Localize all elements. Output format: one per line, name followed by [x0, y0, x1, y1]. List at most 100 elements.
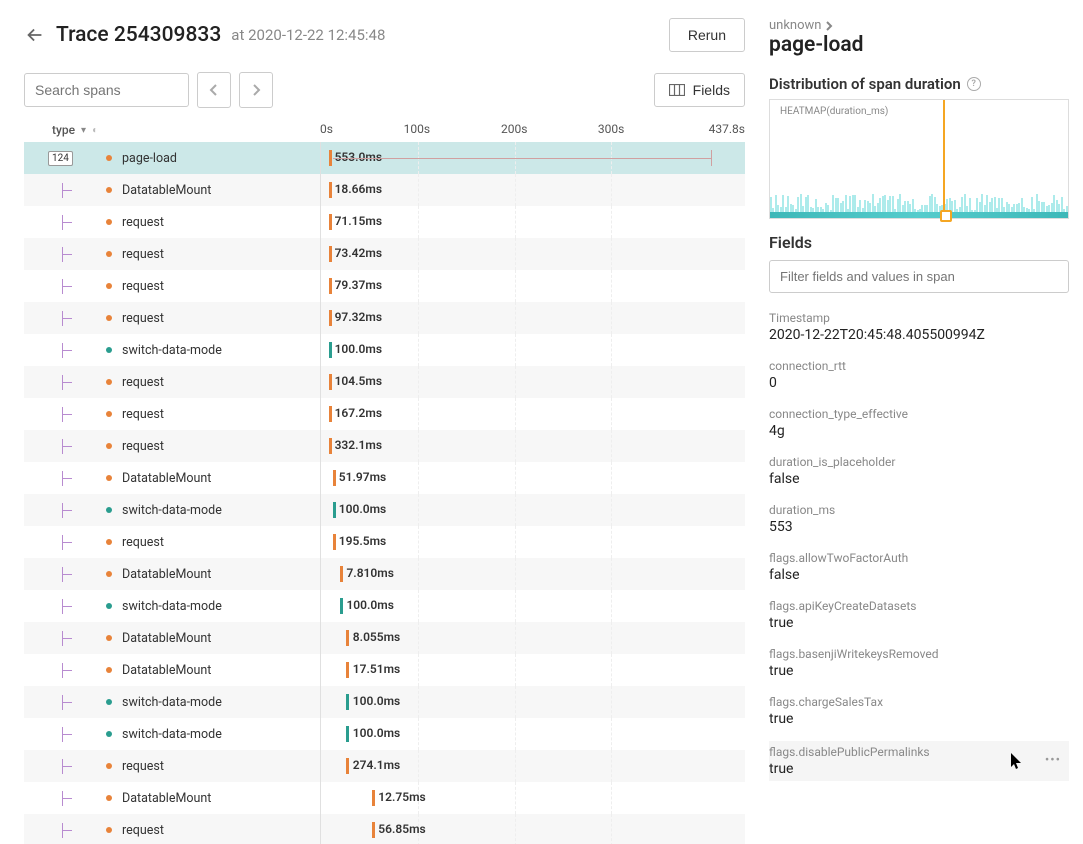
back-arrow-icon[interactable]: [24, 24, 46, 46]
prev-span-button[interactable]: [197, 72, 231, 108]
span-name: request: [122, 535, 164, 550]
span-type-dot: [106, 699, 112, 705]
span-type-dot: [106, 795, 112, 801]
type-column-header[interactable]: type: [52, 123, 75, 137]
field-item[interactable]: flags.disablePublicPermalinkstrue•••: [769, 741, 1069, 781]
span-name: request: [122, 375, 164, 390]
span-duration: 553.0ms: [335, 150, 382, 164]
trace-header: Trace 254309833 at 2020-12-22 12:45:48 R…: [24, 18, 745, 52]
span-name: DatatableMount: [122, 631, 211, 646]
filter-fields-input[interactable]: [769, 260, 1069, 293]
field-label: flags.disablePublicPermalinks: [769, 745, 1069, 759]
span-name: DatatableMount: [122, 471, 211, 486]
field-label: connection_type_effective: [769, 407, 1069, 421]
field-value: true: [769, 711, 1069, 727]
span-duration: 79.37ms: [335, 278, 382, 292]
span-row[interactable]: 124page-load553.0ms: [24, 142, 745, 174]
span-row[interactable]: DatatableMount7.810ms: [24, 558, 745, 590]
span-type-dot: [106, 411, 112, 417]
span-title: page-load: [769, 33, 1069, 57]
axis-row: type ▾ ◐ 0s100s200s300s437.8s: [24, 118, 745, 142]
span-row[interactable]: switch-data-mode100.0ms: [24, 590, 745, 622]
span-duration: 167.2ms: [335, 406, 382, 420]
fields-heading: Fields: [769, 233, 1069, 252]
span-duration: 100.0ms: [353, 694, 400, 708]
span-duration: 8.055ms: [353, 630, 400, 644]
heatmap-marker[interactable]: [943, 100, 945, 218]
span-row[interactable]: switch-data-mode100.0ms: [24, 718, 745, 750]
span-type-dot: [106, 571, 112, 577]
span-bar: [333, 534, 336, 550]
more-icon[interactable]: •••: [1045, 753, 1061, 768]
span-row[interactable]: switch-data-mode100.0ms: [24, 494, 745, 526]
span-row[interactable]: DatatableMount 12.75ms: [24, 782, 745, 814]
span-type-dot: [106, 539, 112, 545]
axis-tick: 100s: [404, 122, 430, 136]
span-type-dot: [106, 379, 112, 385]
span-count-badge: 124: [48, 151, 73, 166]
field-value: 4g: [769, 423, 1069, 439]
field-item[interactable]: flags.allowTwoFactorAuthfalse: [769, 549, 1069, 585]
field-item[interactable]: Timestamp2020-12-22T20:45:48.405500994Z: [769, 309, 1069, 345]
breadcrumb[interactable]: unknown: [769, 18, 1069, 33]
chevron-down-icon[interactable]: ▾: [81, 125, 86, 136]
help-icon[interactable]: ?: [967, 77, 981, 91]
span-bar: [333, 470, 336, 486]
span-type-dot: [106, 283, 112, 289]
span-bar: [329, 246, 332, 262]
span-name: request: [122, 311, 164, 326]
span-row[interactable]: DatatableMount 51.97ms: [24, 462, 745, 494]
span-name: DatatableMount: [122, 791, 211, 806]
span-name: request: [122, 247, 164, 262]
sort-icon[interactable]: ◐: [92, 125, 98, 136]
span-row[interactable]: switch-data-mode100.0ms: [24, 686, 745, 718]
field-label: connection_rtt: [769, 359, 1069, 373]
span-name: request: [122, 759, 164, 774]
heatmap-chart[interactable]: HEATMAP(duration_ms): [769, 99, 1069, 219]
chevron-right-icon: [825, 21, 833, 31]
field-item[interactable]: flags.basenjiWritekeysRemovedtrue: [769, 645, 1069, 681]
field-item[interactable]: connection_type_effective 4g: [769, 405, 1069, 441]
span-row[interactable]: request71.15ms: [24, 206, 745, 238]
span-row[interactable]: request332.1ms: [24, 430, 745, 462]
span-type-dot: [106, 315, 112, 321]
span-duration: 97.32ms: [335, 310, 382, 324]
axis-tick: 300s: [598, 122, 624, 136]
next-span-button[interactable]: [239, 72, 273, 108]
span-duration: 51.97ms: [339, 470, 386, 484]
details-sidebar: unknown page-load Distribution of span d…: [755, 0, 1083, 844]
span-row[interactable]: DatatableMount 8.055ms: [24, 622, 745, 654]
span-duration: 17.51ms: [353, 662, 400, 676]
span-bar: [346, 662, 349, 678]
span-name: request: [122, 407, 164, 422]
span-name: DatatableMount: [122, 663, 211, 678]
field-item[interactable]: duration_ms553: [769, 501, 1069, 537]
fields-button[interactable]: Fields: [654, 73, 745, 107]
span-row[interactable]: DatatableMount18.66ms: [24, 174, 745, 206]
field-item[interactable]: flags.apiKeyCreateDatasetstrue: [769, 597, 1069, 633]
field-value: 2020-12-22T20:45:48.405500994Z: [769, 327, 1069, 343]
field-value: false: [769, 567, 1069, 583]
span-type-dot: [106, 763, 112, 769]
distribution-title: Distribution of span duration ?: [769, 75, 1069, 93]
span-row[interactable]: switch-data-mode100.0ms: [24, 334, 745, 366]
span-row[interactable]: DatatableMount 17.51ms: [24, 654, 745, 686]
field-item[interactable]: flags.chargeSalesTaxtrue: [769, 693, 1069, 729]
span-rows: 124page-load553.0msDatatableMount18.66ms…: [24, 142, 745, 844]
span-row[interactable]: request274.1ms: [24, 750, 745, 782]
rerun-button[interactable]: Rerun: [669, 18, 745, 52]
field-item[interactable]: duration_is_placeholderfalse: [769, 453, 1069, 489]
field-item[interactable]: connection_rtt0: [769, 357, 1069, 393]
span-duration: 100.0ms: [339, 502, 386, 516]
span-type-dot: [106, 187, 112, 193]
span-duration: 12.75ms: [378, 790, 425, 804]
search-spans-input[interactable]: [24, 73, 189, 107]
span-row[interactable]: request195.5ms: [24, 526, 745, 558]
span-row[interactable]: request104.5ms: [24, 366, 745, 398]
span-row[interactable]: request56.85ms: [24, 814, 745, 844]
span-type-dot: [106, 155, 112, 161]
span-row[interactable]: request 97.32ms: [24, 302, 745, 334]
span-row[interactable]: request 167.2ms: [24, 398, 745, 430]
span-row[interactable]: request73.42ms: [24, 238, 745, 270]
span-row[interactable]: request79.37ms: [24, 270, 745, 302]
